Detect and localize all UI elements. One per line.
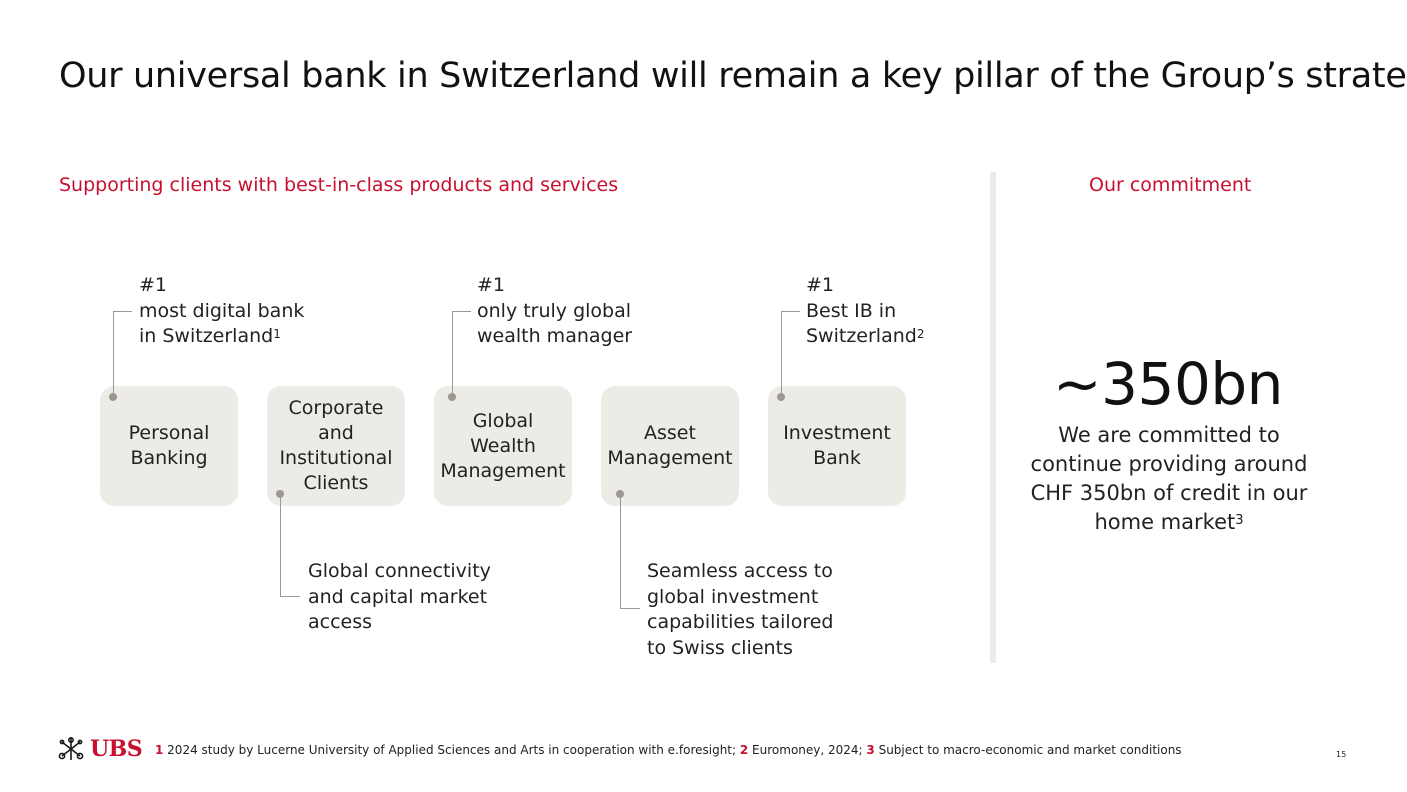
callout-text: #1 only truly global wealth manager [477, 274, 633, 347]
commitment-text: We are committed to continue providing a… [1024, 421, 1314, 537]
commitment-description: We are committed to continue providing a… [1030, 423, 1308, 534]
callout-asset-management: Seamless access to global investment cap… [647, 559, 833, 661]
connector-dot [448, 393, 456, 401]
callout-personal-banking: #1 most digital bank in Switzerland1 [139, 273, 304, 350]
callout-investment-bank: #1 Best IB in Switzerland2 [806, 273, 924, 350]
footnote-ref: 2 [916, 327, 925, 341]
page-number: 15 [1336, 750, 1347, 759]
section-divider [990, 172, 996, 663]
pillar-personal-banking: Personal Banking [100, 386, 238, 506]
pillar-label: Investment Bank [783, 422, 891, 469]
ubs-keys-icon [58, 736, 84, 760]
footnote-text: Euromoney, 2024; [748, 743, 867, 757]
page-title: Our universal bank in Switzerland will r… [59, 56, 1407, 96]
pillar-label: Corporate and Institutional Clients [279, 397, 393, 494]
right-section-heading: Our commitment [1089, 174, 1252, 196]
connector-line [280, 596, 300, 597]
callout-text: #1 most digital bank in Switzerland [139, 274, 305, 347]
pillar-label: Personal Banking [128, 422, 210, 469]
callout-corporate: Global connectivity and capital market a… [308, 559, 491, 636]
connector-dot [109, 393, 117, 401]
footnote-number: 2 [739, 743, 749, 757]
ubs-logo: UBS [58, 736, 143, 762]
connector-line [452, 311, 453, 397]
connector-line [452, 311, 471, 312]
pillar-label: Global Wealth Management [440, 409, 566, 482]
connector-dot [777, 393, 785, 401]
pillar-asset-management: Asset Management [601, 386, 739, 506]
footnote-number: 3 [866, 743, 875, 757]
footnote-number: 1 [155, 743, 164, 757]
pillar-global-wealth-management: Global Wealth Management [434, 386, 572, 506]
callout-text: #1 Best IB in Switzerland [806, 274, 917, 347]
left-section-heading: Supporting clients with best-in-class pr… [59, 174, 619, 196]
connector-line [280, 494, 281, 597]
connector-line [620, 608, 640, 609]
footnote-ref: 1 [273, 327, 281, 341]
pillar-label: Asset Management [607, 422, 733, 469]
footnote-ref: 3 [1235, 513, 1244, 528]
pillar-investment-bank: Investment Bank [768, 386, 906, 506]
footnotes: 1 2024 study by Lucerne University of Ap… [155, 743, 1182, 757]
callout-wealth-management: #1 only truly global wealth manager [477, 273, 632, 350]
footnote-text: Subject to macro-economic and market con… [874, 743, 1182, 757]
connector-line [620, 494, 621, 609]
commitment-amount: ~350bn [1053, 350, 1283, 418]
connector-line [781, 311, 782, 397]
pillar-corporate-institutional: Corporate and Institutional Clients [267, 386, 405, 506]
callout-text: Global connectivity and capital market a… [308, 560, 491, 633]
connector-line [781, 311, 800, 312]
callout-text: Seamless access to global investment cap… [647, 560, 834, 659]
logo-wordmark: UBS [90, 736, 143, 762]
footnote-text: 2024 study by Lucerne University of Appl… [163, 743, 740, 757]
connector-line [113, 311, 114, 397]
connector-line [113, 311, 132, 312]
